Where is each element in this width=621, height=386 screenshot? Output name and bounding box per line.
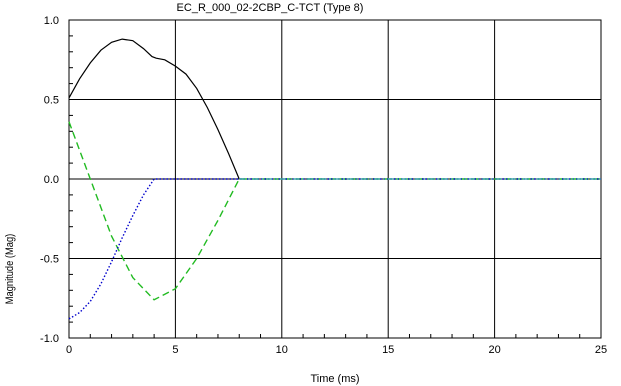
x-tick-label: 25	[595, 344, 607, 356]
series-layer	[68, 38, 601, 320]
y-tick-label: 0.0	[44, 174, 59, 186]
x-tick-label: 20	[488, 344, 500, 356]
y-tick-labels: 1.0 0.5 0.0 -0.5 -1.0	[40, 15, 59, 345]
x-tick-label: 5	[172, 344, 178, 356]
y-axis-label: Magnitude (Mag)	[4, 234, 16, 305]
chart-title: EC_R_000_02-2CBP_C-TCT (Type 8)	[177, 2, 364, 14]
y-tick-label: -1.0	[40, 333, 59, 345]
x-tick-label: 15	[382, 344, 394, 356]
x-tick-label: 0	[66, 344, 72, 356]
x-axis-label: Time (ms)	[310, 373, 359, 385]
series-line-3	[68, 178, 601, 320]
series-line-2	[68, 121, 601, 301]
y-tick-label: 0.5	[44, 95, 59, 107]
x-tick-label: 10	[276, 344, 288, 356]
y-tick-label: -0.5	[40, 254, 59, 266]
y-tick-label: 1.0	[44, 15, 59, 27]
x-tick-labels: 0 5 10 15 20 25	[66, 344, 607, 356]
series-line-1	[68, 38, 240, 180]
